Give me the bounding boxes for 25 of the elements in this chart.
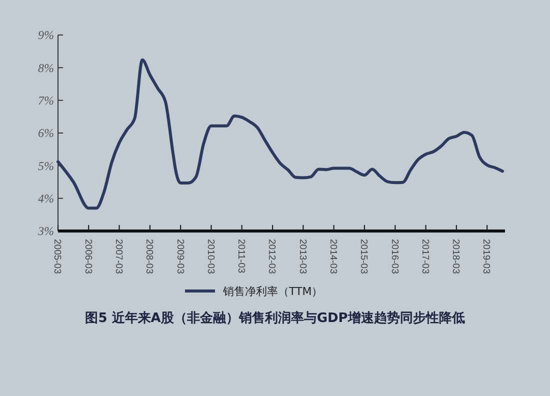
y-tick-label: 6% xyxy=(38,126,54,140)
line-series xyxy=(56,58,504,210)
x-tick-label: 2006-03 xyxy=(82,239,94,274)
x-tick-label: 2008-03 xyxy=(144,239,155,274)
x-tick-label: 2009-03 xyxy=(174,239,186,274)
x-tick-label: 2012-03 xyxy=(266,239,278,274)
x-tick-label: 2005-03 xyxy=(52,239,63,274)
x-tick-label: 2013-03 xyxy=(296,239,308,274)
x-tick-label: 2011-03 xyxy=(236,239,247,274)
y-tick-label: 8% xyxy=(38,60,54,75)
y-tick-label: 9% xyxy=(38,28,54,42)
y-tick-label: 4% xyxy=(38,192,54,206)
x-tick-label: 2014-03 xyxy=(327,239,338,274)
y-tick-label: 3% xyxy=(37,224,54,238)
y-tick-label: 5% xyxy=(38,158,54,173)
x-tick-label: 2016-03 xyxy=(388,239,400,274)
y-tick-label: 7% xyxy=(38,94,54,108)
x-tick-label: 2018-03 xyxy=(450,239,462,274)
x-tick-label: 2017-03 xyxy=(419,239,430,274)
x-tick-label: 2007-03 xyxy=(112,239,124,274)
x-tick-label: 2019-03 xyxy=(480,239,492,274)
x-tick-label: 2010-03 xyxy=(204,239,216,274)
x-tick-label: 2015-03 xyxy=(358,239,370,274)
legend-label: 销售净利率（TTM） xyxy=(222,284,323,298)
text: 图5 近年来A股（非金融）销售利润率与GDP增速趋势同步性降低 xyxy=(85,310,465,326)
